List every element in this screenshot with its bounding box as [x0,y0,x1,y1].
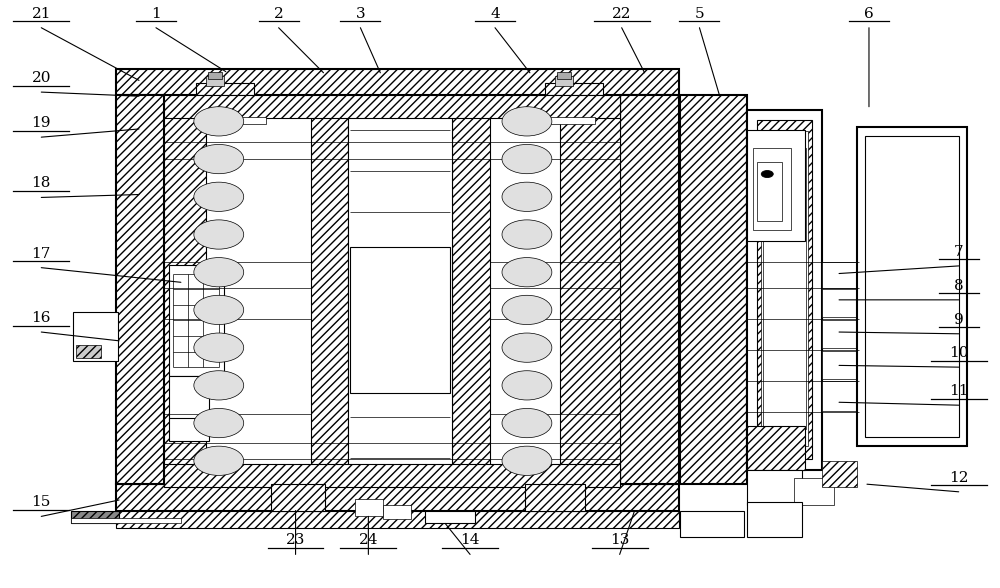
Bar [383,505,411,519]
Circle shape [761,171,773,178]
Circle shape [194,145,244,173]
Text: 17: 17 [32,246,51,260]
Bar [560,95,620,484]
Circle shape [194,295,244,325]
Bar [311,95,348,484]
Bar [680,95,747,484]
Circle shape [194,409,244,437]
Bar [425,510,475,523]
Text: 13: 13 [610,533,629,547]
Bar [71,517,181,523]
Circle shape [502,409,552,437]
Bar [452,95,490,484]
Text: 3: 3 [356,6,365,21]
Text: 23: 23 [286,533,305,547]
Text: 22: 22 [612,6,631,21]
Bar [116,95,164,484]
Bar [196,83,254,95]
Bar [822,262,857,288]
Bar [169,418,209,442]
Circle shape [502,295,552,325]
Bar [747,502,802,537]
Bar [620,95,679,484]
Bar [116,484,679,510]
Bar [76,346,101,358]
Bar [747,470,802,505]
Bar [822,461,857,487]
Bar [350,247,450,393]
Bar [865,136,959,437]
Bar [206,76,224,86]
Bar [557,72,571,79]
Text: 18: 18 [32,176,51,191]
Circle shape [194,446,244,476]
Bar [271,484,325,510]
Text: 6: 6 [864,6,874,21]
Bar [525,484,585,510]
Text: 19: 19 [32,116,51,130]
Circle shape [502,258,552,287]
Circle shape [194,258,244,287]
Text: 20: 20 [32,71,51,85]
Text: 1: 1 [151,6,161,21]
Bar [822,320,857,348]
Text: 21: 21 [32,6,51,21]
Text: 11: 11 [949,384,968,398]
Bar [747,130,805,241]
Bar [164,464,620,487]
Bar [794,479,834,505]
Text: 14: 14 [460,533,480,547]
Text: 10: 10 [949,346,968,360]
Bar [555,76,573,86]
Bar [535,117,595,124]
Bar [857,127,967,446]
Circle shape [502,220,552,249]
Text: 12: 12 [949,471,968,485]
Bar [753,148,791,230]
Bar [763,148,806,429]
Text: 2: 2 [274,6,283,21]
Circle shape [502,145,552,173]
Bar [116,69,679,95]
Bar [169,265,224,376]
Circle shape [194,107,244,136]
Bar [822,351,857,379]
Text: 7: 7 [954,245,964,259]
Bar [757,119,812,459]
Text: 15: 15 [32,495,51,509]
Bar [761,131,808,446]
Circle shape [194,182,244,212]
Bar [757,162,782,221]
Circle shape [194,333,244,362]
Bar [348,95,452,484]
Circle shape [502,446,552,476]
Text: 9: 9 [954,313,964,327]
Bar [545,83,603,95]
Text: 5: 5 [695,6,704,21]
Circle shape [194,220,244,249]
Text: 4: 4 [490,6,500,21]
Bar [164,95,206,484]
Text: 24: 24 [359,533,378,547]
Bar [355,499,383,516]
Bar [747,109,822,470]
Bar [747,426,805,470]
Bar [822,289,857,318]
Bar [73,312,118,361]
Text: 8: 8 [954,279,964,293]
Circle shape [502,333,552,362]
Bar [822,380,857,411]
Circle shape [502,182,552,212]
Bar [71,510,119,523]
Circle shape [502,370,552,400]
Bar [680,510,744,537]
Circle shape [194,370,244,400]
Circle shape [502,107,552,136]
Bar [164,95,620,118]
Bar [116,510,679,528]
Bar [169,376,209,420]
Bar [208,72,222,79]
Bar [206,117,266,124]
Text: 16: 16 [32,311,51,325]
